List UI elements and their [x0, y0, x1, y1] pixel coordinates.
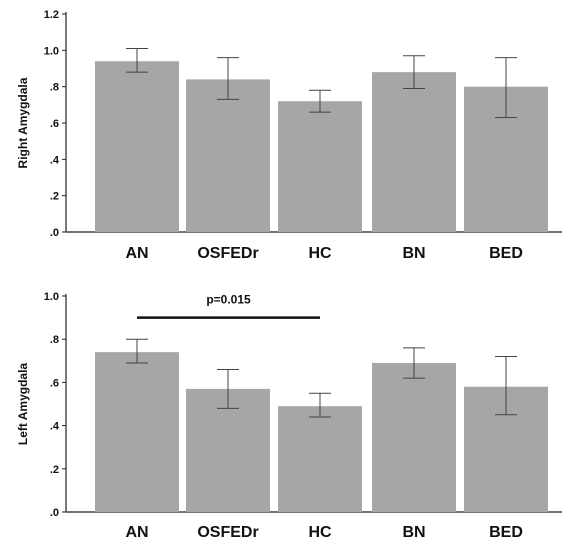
- x-tick-label: BN: [402, 245, 425, 262]
- x-tick-label: BN: [402, 524, 425, 541]
- bar-hc: [278, 101, 362, 232]
- y-axis-label: Right Amygdala: [16, 77, 30, 168]
- y-tick-label: .6: [50, 118, 59, 130]
- x-tick-label: OSFEDr: [197, 245, 258, 262]
- y-tick-label: .4: [50, 154, 60, 166]
- y-tick-label: .8: [50, 82, 59, 94]
- bar-osfedr: [186, 388, 270, 512]
- y-tick-label: 1.0: [44, 291, 59, 303]
- x-tick-label: AN: [125, 524, 148, 541]
- y-tick-label: .2: [50, 464, 59, 476]
- y-tick-label: 1.2: [44, 9, 59, 21]
- y-tick-label: .8: [50, 334, 59, 346]
- y-tick-label: .6: [50, 377, 59, 389]
- x-tick-label: BED: [489, 245, 523, 262]
- bar-bn: [372, 72, 456, 232]
- y-tick-label: .0: [50, 227, 59, 239]
- bar-bn: [372, 362, 456, 512]
- significance-label: p=0.015: [206, 293, 251, 307]
- y-tick-label: .4: [50, 421, 60, 433]
- y-axis-label: Left Amygdala: [16, 363, 30, 446]
- bar-osfedr: [186, 79, 270, 233]
- y-tick-label: .0: [50, 507, 59, 519]
- bar-an: [95, 352, 179, 512]
- y-tick-label: .2: [50, 191, 59, 203]
- x-tick-label: OSFEDr: [197, 524, 258, 541]
- bar-hc: [278, 406, 362, 512]
- y-tick-label: 1.0: [44, 45, 59, 57]
- bar-an: [95, 61, 179, 232]
- x-tick-label: BED: [489, 524, 523, 541]
- x-tick-label: AN: [125, 245, 148, 262]
- x-tick-label: HC: [308, 524, 332, 541]
- x-tick-label: HC: [308, 245, 332, 262]
